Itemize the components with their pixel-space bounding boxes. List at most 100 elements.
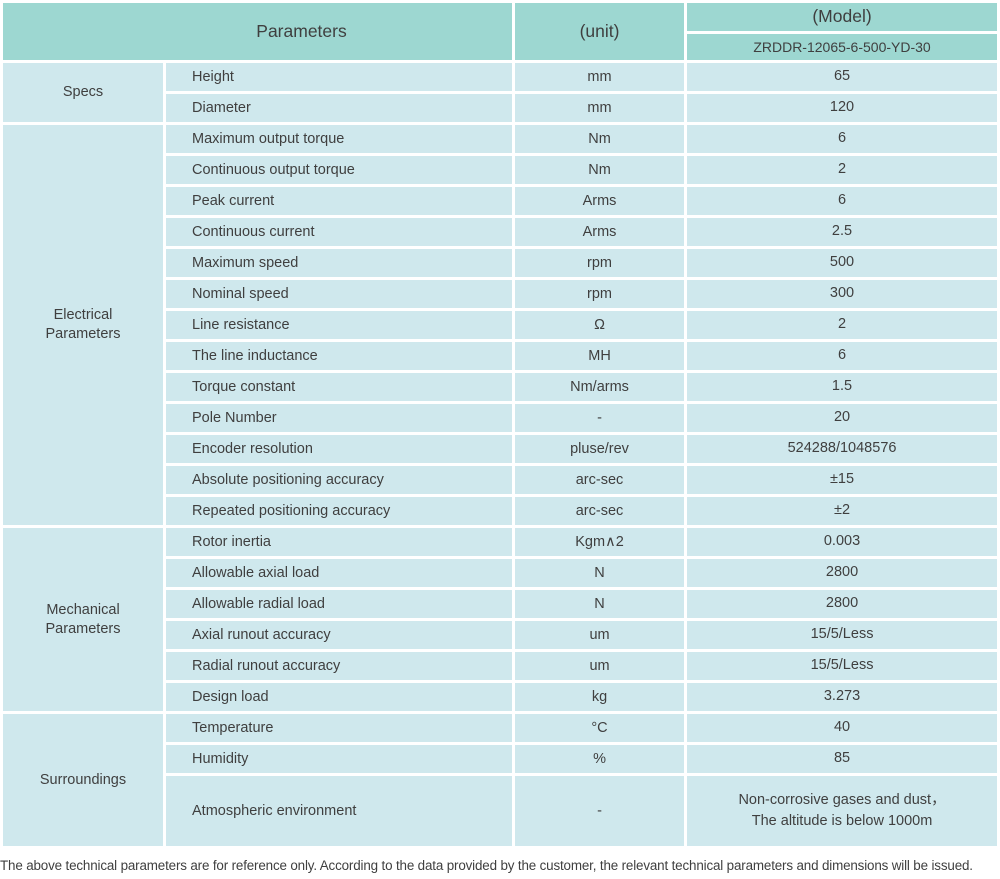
value-cell: 15/5/Less: [687, 652, 998, 680]
table-row: Maximum speed rpm 500: [3, 249, 998, 277]
table-row: The line inductance MH 6: [3, 342, 998, 370]
param-name-cell: Pole Number: [166, 404, 513, 432]
param-name-cell: Humidity: [166, 745, 513, 773]
value-cell: 120: [687, 94, 998, 122]
table-row: Encoder resolution pluse/rev 524288/104857…: [3, 435, 998, 463]
value-cell: 15/5/Less: [687, 621, 998, 649]
unit-cell: N: [515, 559, 685, 587]
unit-cell: mm: [515, 94, 685, 122]
param-name-cell: Maximum speed: [166, 249, 513, 277]
table-row: Allowable axial load N 2800: [3, 559, 998, 587]
table-row: Nominal speed rpm 300: [3, 280, 998, 308]
unit-cell: Nm: [515, 156, 685, 184]
value-cell: 2.5: [687, 218, 998, 246]
table-row: Atmospheric environment - Non-corrosive ga…: [3, 776, 998, 846]
unit-cell: um: [515, 652, 685, 680]
unit-cell: arc-sec: [515, 466, 685, 494]
table-row: Radial runout accuracy um 15/5/Less: [3, 652, 998, 680]
param-name-cell: Line resistance: [166, 311, 513, 339]
param-name-cell: Repeated positioning accuracy: [166, 497, 513, 525]
unit-cell: pluse/rev: [515, 435, 685, 463]
param-name-cell: Maximum output torque: [166, 125, 513, 153]
table-row: Repeated positioning accuracy arc-sec ±2: [3, 497, 998, 525]
table-row: Axial runout accuracy um 15/5/Less: [3, 621, 998, 649]
value-cell: 300: [687, 280, 998, 308]
value-cell: 2: [687, 311, 998, 339]
unit-cell: °C: [515, 714, 685, 742]
unit-cell: -: [515, 776, 685, 846]
param-name-cell: Peak current: [166, 187, 513, 215]
unit-cell: rpm: [515, 280, 685, 308]
unit-cell: Kgm∧2: [515, 528, 685, 556]
table-row: Continuous current Arms 2.5: [3, 218, 998, 246]
table-body: Specs Height mm 65 Diameter mm 120 Electrical P…: [3, 63, 998, 846]
param-name-cell: Torque constant: [166, 373, 513, 401]
param-name-cell: Rotor inertia: [166, 528, 513, 556]
value-cell: 524288/1048576: [687, 435, 998, 463]
section-label: Electrical Parameters: [3, 125, 163, 525]
param-name-cell: Radial runout accuracy: [166, 652, 513, 680]
table-row: Electrical Parameters Maximum output torq…: [3, 125, 998, 525]
table-row: Absolute positioning accuracy arc-sec ±15: [3, 466, 998, 494]
value-cell: 2: [687, 156, 998, 184]
spec-table: Parameters (unit) (Model) ZRDDR-12065-6-…: [3, 3, 998, 846]
value-cell: 85: [687, 745, 998, 773]
value-cell: 500: [687, 249, 998, 277]
value-cell: 2800: [687, 559, 998, 587]
param-name-cell: Continuous current: [166, 218, 513, 246]
param-name-cell: Nominal speed: [166, 280, 513, 308]
value-cell: 6: [687, 125, 998, 153]
unit-cell: arc-sec: [515, 497, 685, 525]
footer-note: The above technical parameters are for r…: [0, 858, 973, 873]
section-label: Specs: [3, 63, 163, 122]
table-row: Specs Height mm 65: [3, 63, 998, 122]
value-cell: 6: [687, 187, 998, 215]
param-name-cell: Encoder resolution: [166, 435, 513, 463]
unit-cell: kg: [515, 683, 685, 711]
value-cell: 65: [687, 63, 998, 91]
table-row: Torque constant Nm/arms 1.5: [3, 373, 998, 401]
unit-cell: Ω: [515, 311, 685, 339]
param-name-cell: Continuous output torque: [166, 156, 513, 184]
value-cell: Non-corrosive gases and dust， The altitu…: [687, 776, 998, 846]
table-row: Surroundings Temperature °C 40: [3, 714, 998, 846]
table-header: Parameters (unit) (Model) ZRDDR-12065-6-…: [3, 3, 998, 60]
table-row: Diameter mm 120: [3, 94, 998, 122]
header-unit: (unit): [515, 3, 685, 60]
header-parameters: Parameters: [3, 3, 513, 60]
unit-cell: Nm/arms: [515, 373, 685, 401]
unit-cell: Arms: [515, 218, 685, 246]
table-row: Mechanical Parameters Rotor inertia Kgm∧2 0…: [3, 528, 998, 711]
value-cell: 6: [687, 342, 998, 370]
table-row: Pole Number -20: [3, 404, 998, 432]
section-label: Mechanical Parameters: [3, 528, 163, 711]
unit-cell: N: [515, 590, 685, 618]
table-row: Humidity% 85: [3, 745, 998, 773]
param-name-cell: Axial runout accuracy: [166, 621, 513, 649]
value-cell: 40: [687, 714, 998, 742]
table-row: Line resistance Ω 2: [3, 311, 998, 339]
unit-cell: mm: [515, 63, 685, 91]
value-cell: 1.5: [687, 373, 998, 401]
param-name-cell: Atmospheric environment: [166, 776, 513, 846]
value-cell: ±2: [687, 497, 998, 525]
header-model: (Model): [687, 3, 998, 31]
param-name-cell: Height: [166, 63, 513, 91]
value-cell: 2800: [687, 590, 998, 618]
value-cell: 20: [687, 404, 998, 432]
header-model-value: ZRDDR-12065-6-500-YD-30: [687, 33, 998, 60]
section-label: Surroundings: [3, 714, 163, 846]
param-name-cell: Allowable radial load: [166, 590, 513, 618]
param-name-cell: Temperature: [166, 714, 513, 742]
unit-cell: Arms: [515, 187, 685, 215]
table-row: Design load kg 3.273: [3, 683, 998, 711]
param-name-cell: Absolute positioning accuracy: [166, 466, 513, 494]
param-name-cell: Design load: [166, 683, 513, 711]
value-cell: 3.273: [687, 683, 998, 711]
table-row: Peak current Arms 6: [3, 187, 998, 215]
unit-cell: Nm: [515, 125, 685, 153]
unit-cell: rpm: [515, 249, 685, 277]
table-row: Continuous output torque Nm 2: [3, 156, 998, 184]
table-row: Allowable radial load N 2800: [3, 590, 998, 618]
value-cell: ±15: [687, 466, 998, 494]
